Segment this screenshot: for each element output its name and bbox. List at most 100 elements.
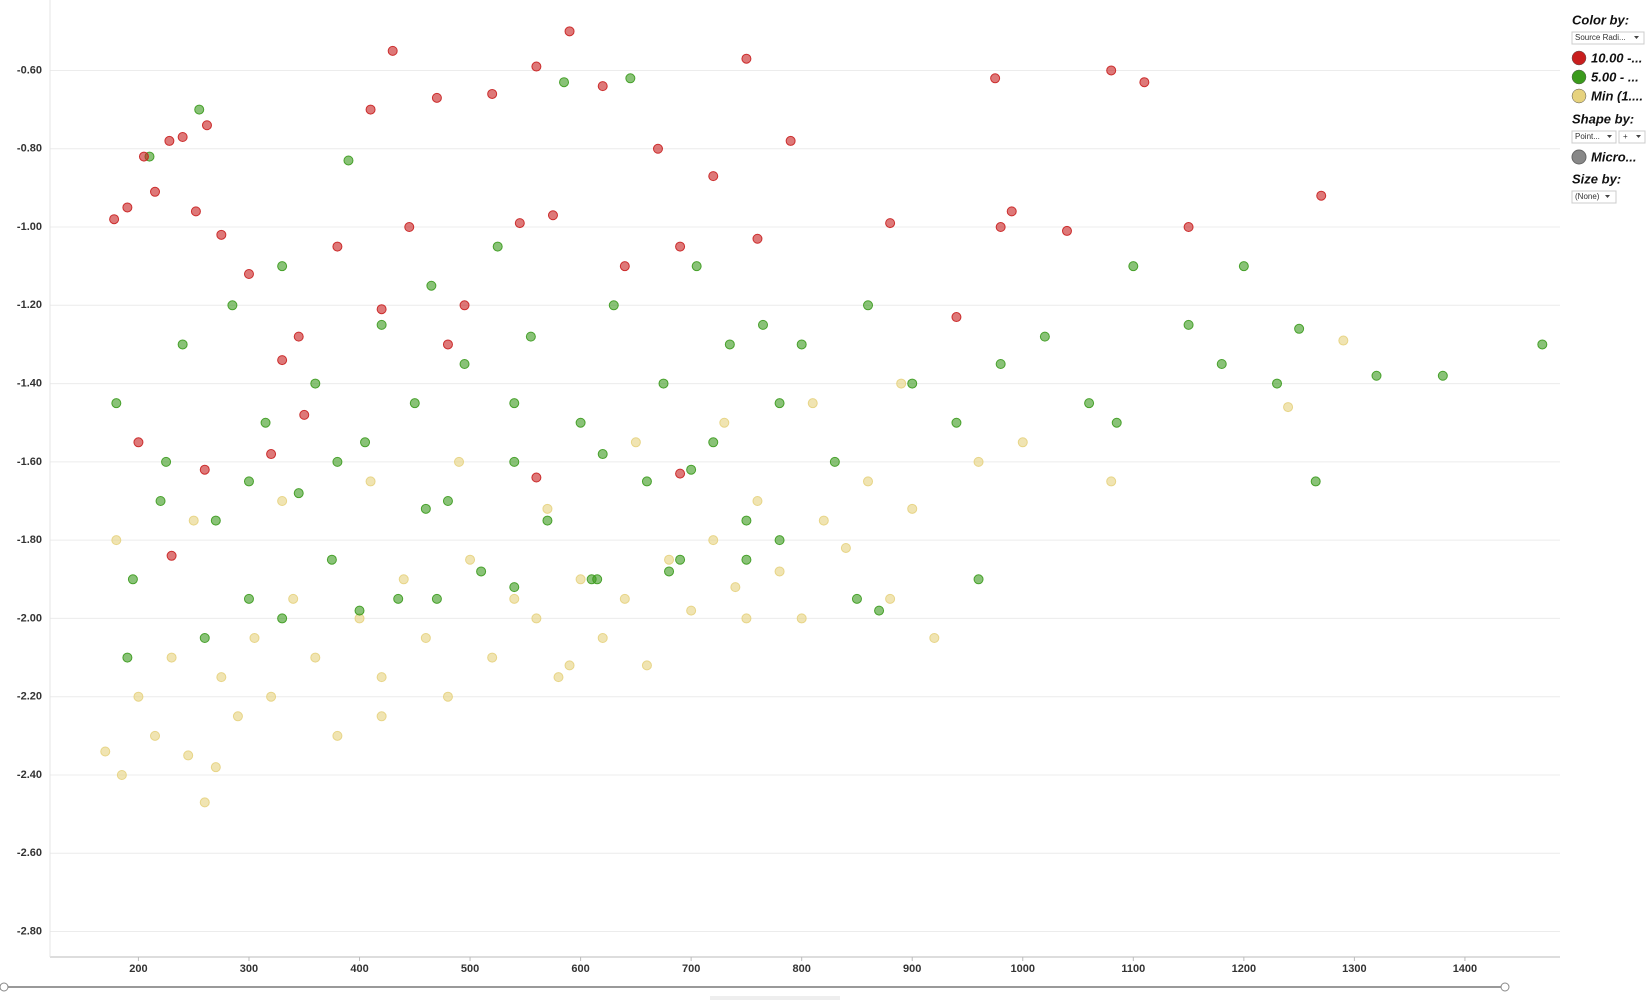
shape-extra-text[interactable]: +: [1623, 132, 1628, 141]
color-by-label: Color by:: [1572, 12, 1629, 27]
scatter-point: [509, 593, 520, 604]
slider-handle-left[interactable]: [0, 982, 9, 992]
scatter-point: [431, 92, 442, 103]
dropdown-arrow[interactable]: [1636, 135, 1641, 138]
scatter-point: [360, 437, 371, 448]
scatter-point: [774, 398, 785, 409]
scatter-point: [183, 750, 194, 761]
scatter-point: [277, 496, 288, 507]
y-tick-label: -0.80: [17, 143, 42, 155]
scatter-point: [1537, 339, 1548, 350]
scatter-point: [365, 476, 376, 487]
dropdown-arrow[interactable]: [1605, 195, 1610, 198]
x-tick-label: 900: [903, 963, 921, 975]
scatter-point: [575, 417, 586, 428]
scatter-point: [277, 261, 288, 272]
scatter-point: [387, 45, 398, 56]
scatter-point: [326, 554, 337, 565]
scatter-point: [686, 605, 697, 616]
scatter-point: [354, 605, 365, 616]
size-by-dropdown[interactable]: [1571, 190, 1617, 204]
color-by-dropdown-text[interactable]: Source Radi...: [1575, 33, 1626, 42]
scatter-point: [199, 797, 210, 808]
scatter-point: [133, 437, 144, 448]
scatter-point: [194, 104, 205, 115]
scatter-point: [1128, 261, 1139, 272]
scatter-point: [138, 151, 149, 162]
scatter-point: [686, 464, 697, 475]
scatter-point: [442, 496, 453, 507]
scatter-point: [122, 202, 133, 213]
scatter-point: [907, 378, 918, 389]
shape-by-dropdown-text[interactable]: Point...: [1575, 132, 1600, 141]
scatter-point: [166, 652, 177, 663]
scatter-point: [442, 691, 453, 702]
scatter-point: [564, 26, 575, 37]
legend-swatch: [1571, 88, 1587, 104]
scatter-point: [1338, 335, 1349, 346]
scatter-point: [708, 437, 719, 448]
scatter-point: [1106, 65, 1117, 76]
scatter-point: [586, 574, 597, 585]
scatter-point: [161, 456, 172, 467]
scatter-point: [752, 233, 763, 244]
dropdown-arrow[interactable]: [1634, 36, 1639, 39]
scatter-point: [863, 476, 874, 487]
size-by-dropdown-text[interactable]: (None): [1575, 192, 1600, 201]
y-tick-label: -1.40: [17, 377, 42, 389]
dropdown-arrow[interactable]: [1607, 135, 1612, 138]
shape-extra-dropdown[interactable]: [1618, 130, 1646, 144]
scatter-point: [542, 515, 553, 526]
legend-label: Min (1....: [1591, 88, 1643, 103]
scatter-point: [398, 574, 409, 585]
scatter-point: [409, 398, 420, 409]
scatter-point: [1437, 370, 1448, 381]
scatter-point: [807, 398, 818, 409]
scatter-point: [177, 131, 188, 142]
scatter-point: [774, 566, 785, 577]
scroll-tab: [710, 996, 840, 1000]
scatter-point: [266, 691, 277, 702]
scatter-point: [774, 535, 785, 546]
scatter-point: [111, 398, 122, 409]
scatter-point: [664, 554, 675, 565]
scatter-point: [150, 186, 161, 197]
scatter-point: [608, 300, 619, 311]
scatter-point: [619, 593, 630, 604]
scatter-point: [376, 304, 387, 315]
scatter-point: [907, 503, 918, 514]
scatter-point: [487, 88, 498, 99]
scatter-point: [1238, 261, 1249, 272]
scatter-point: [509, 456, 520, 467]
scatter-point: [973, 456, 984, 467]
slider-handle-right[interactable]: [1500, 982, 1510, 992]
scatter-point: [332, 730, 343, 741]
scatter-point: [420, 503, 431, 514]
y-tick-label: -1.00: [17, 221, 42, 233]
x-tick-label: 500: [461, 963, 479, 975]
scatter-point: [741, 53, 752, 64]
scatter-point: [1216, 359, 1227, 370]
shape-by-dropdown[interactable]: [1571, 130, 1617, 144]
scatter-point: [1283, 402, 1294, 413]
scatter-point: [177, 339, 188, 350]
scatter-point: [1310, 476, 1321, 487]
y-tick-label: -2.00: [17, 612, 42, 624]
x-tick-label: 200: [129, 963, 147, 975]
scatter-point: [111, 535, 122, 546]
scatter-point: [597, 81, 608, 92]
scatter-point: [459, 359, 470, 370]
scatter-point: [332, 456, 343, 467]
scatter-point: [459, 300, 470, 311]
color-by-dropdown[interactable]: [1571, 31, 1645, 45]
scatter-point: [796, 339, 807, 350]
y-tick-label: -1.60: [17, 456, 42, 468]
scatter-point: [652, 143, 663, 154]
scatter-point: [492, 241, 503, 252]
scatter-point: [1039, 331, 1050, 342]
scatter-point: [1111, 417, 1122, 428]
scatter-point: [109, 214, 120, 225]
scatter-point: [1272, 378, 1283, 389]
scatter-point: [625, 73, 636, 84]
